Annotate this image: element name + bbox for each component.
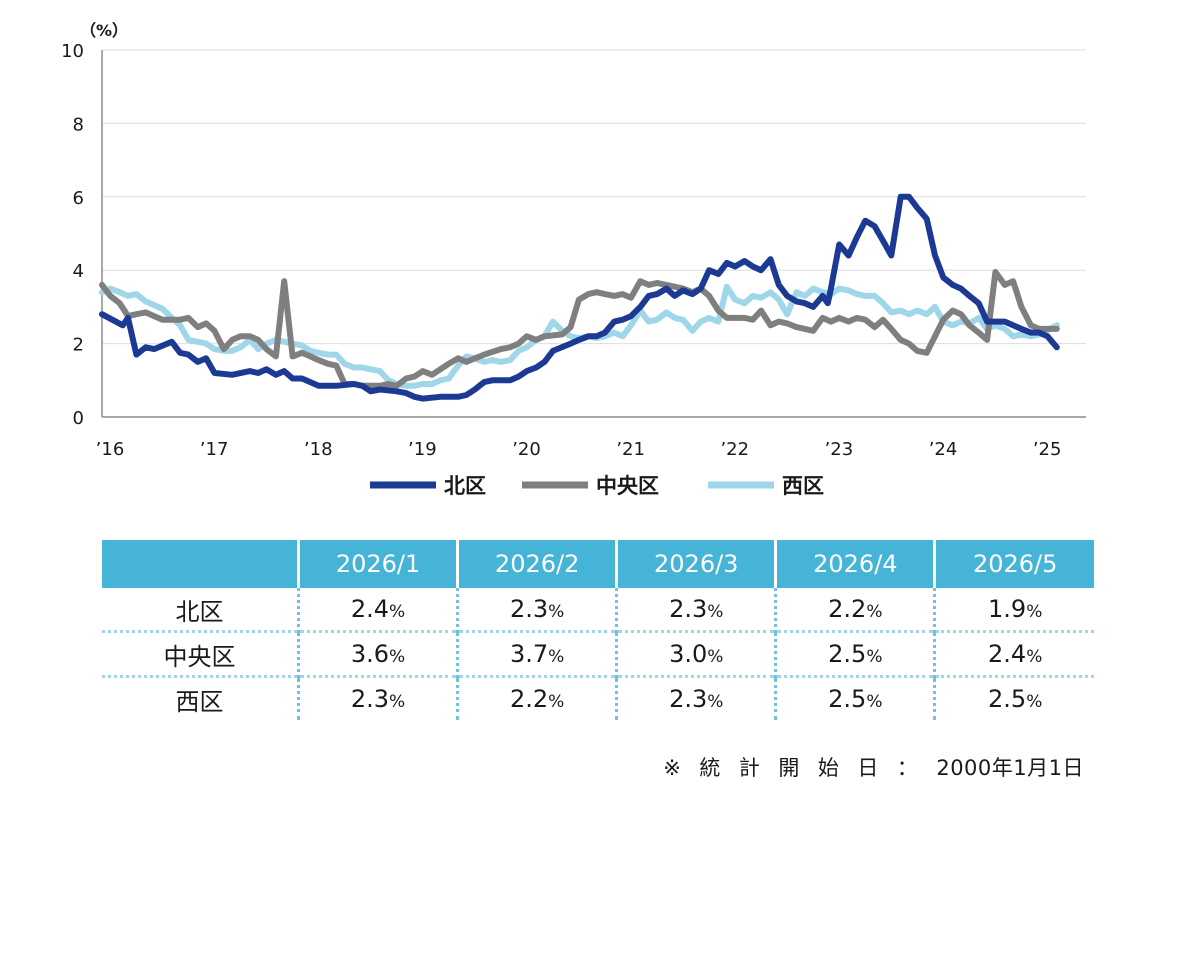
legend-label: 北区 — [444, 474, 486, 498]
percent-sign: % — [866, 692, 883, 712]
table-row: 中央区 3.6% 3.7% 3.0% 2.5% 2.4% — [102, 631, 1094, 677]
note-char: 日 — [857, 756, 879, 780]
x-tick-label: ’20 — [512, 439, 541, 460]
table-header-cell: 2026/4 — [774, 540, 935, 588]
series-lines — [99, 193, 1060, 402]
table-header-cell — [102, 540, 299, 588]
rate-cell: 2.5% — [774, 676, 935, 720]
note-char: 始 — [817, 756, 840, 780]
rate-value: 3.7 — [509, 640, 549, 668]
y-tick-label: 4 — [73, 261, 84, 282]
table-header-cell: 2026/2 — [456, 540, 617, 588]
note-char: ※ — [663, 756, 682, 780]
rate-cell: 2.3% — [615, 588, 776, 632]
rate-cell: 1.9% — [933, 588, 1094, 632]
rate-value: 1.9 — [988, 595, 1027, 623]
percent-sign: % — [389, 692, 406, 712]
rate-value: 2.4 — [350, 595, 390, 623]
rate-cell: 2.2% — [456, 676, 617, 720]
legend: 北区 中央区 西区 — [370, 474, 824, 498]
rate-cell: 2.3% — [456, 588, 617, 632]
rate-value: 2.3 — [669, 685, 708, 713]
y-tick-label: 6 — [73, 188, 84, 209]
table-row: 北区 2.4% 2.3% 2.3% 2.2% 1.9% — [102, 588, 1094, 632]
legend-label: 中央区 — [596, 474, 659, 498]
y-tick-label: 2 — [73, 335, 84, 356]
percent-sign: % — [1026, 692, 1043, 712]
rate-value: 2.5 — [988, 685, 1027, 713]
rate-cell: 2.4% — [933, 631, 1094, 677]
percent-sign: % — [866, 647, 883, 667]
table-row: 西区 2.3% 2.2% 2.3% 2.5% 2.5% — [102, 676, 1094, 720]
row-label: 北区 — [175, 597, 224, 626]
table-header-cell: 2026/3 — [615, 540, 776, 588]
rate-cell: 2.5% — [774, 631, 935, 677]
rate-cell: 2.2% — [774, 588, 935, 632]
rate-cell: 3.6% — [296, 631, 458, 677]
rate-cell: 2.4% — [296, 588, 458, 632]
percent-sign: % — [707, 647, 724, 667]
rate-cell: 2.3% — [615, 676, 776, 720]
x-tick-label: ’25 — [1033, 439, 1062, 460]
percent-sign: % — [1026, 602, 1043, 622]
x-tick-label: ’22 — [720, 439, 749, 460]
rate-value: 2.2 — [828, 595, 867, 623]
rate-value: 3.6 — [350, 640, 390, 668]
series-line-0 — [99, 193, 1060, 402]
percent-sign: % — [548, 602, 565, 622]
rate-value: 2.5 — [828, 640, 867, 668]
y-tick-label: 8 — [73, 114, 84, 135]
x-tick-label: ’19 — [408, 439, 437, 460]
rate-cell: 2.5% — [933, 676, 1094, 720]
table-header-row: 2026/1 2026/2 2026/3 2026/4 2026/5 — [102, 540, 1094, 588]
percent-sign: % — [707, 692, 724, 712]
rate-value: 2.2 — [509, 685, 549, 713]
grid-lines — [102, 49, 1086, 345]
y-tick-label: 10 — [61, 41, 84, 62]
rate-value: 3.0 — [669, 640, 708, 668]
rate-value: 2.3 — [509, 595, 549, 623]
rate-cell: 3.7% — [456, 631, 617, 677]
line-chart: 0 2 4 6 8 10 ’16 ’17 ’18 ’19 ’20 ’21 ’22 ’23 ’24 ’25 （… — [61, 21, 1086, 498]
statistics-start-note: ※ 統計開始日 ： 2000年1月1日 — [663, 752, 1084, 782]
percent-sign: % — [389, 647, 406, 667]
x-tick-label: ’24 — [929, 439, 958, 460]
x-axis: ’16 ’17 ’18 ’19 ’20 ’21 ’22 ’23 ’24 ’25 — [96, 416, 1086, 460]
x-tick-label: ’17 — [200, 439, 229, 460]
table-header-cell: 2026/5 — [933, 540, 1094, 588]
y-axis: 0 2 4 6 8 10 — [61, 41, 103, 429]
row-label: 西区 — [175, 687, 224, 716]
note-date: 2000年1月1日 — [936, 756, 1084, 780]
percent-sign: % — [548, 647, 565, 667]
x-tick-label: ’18 — [304, 439, 333, 460]
rate-value: 2.3 — [669, 595, 708, 623]
note-char: 統 — [699, 756, 721, 780]
y-tick-label: 0 — [73, 408, 84, 429]
table-header-cell: 2026/1 — [296, 540, 458, 588]
note-char: 計 — [738, 756, 761, 780]
percent-sign: % — [866, 602, 883, 622]
legend-label: 西区 — [782, 474, 824, 498]
note-char: ： — [896, 756, 919, 780]
rate-value: 2.3 — [350, 685, 390, 713]
rate-cell: 2.3% — [296, 676, 458, 720]
y-unit-label: （%） — [80, 21, 128, 40]
rates-table: 2026/1 2026/2 2026/3 2026/4 2026/5 北区 2.4… — [102, 540, 1094, 720]
rate-value: 2.5 — [828, 685, 867, 713]
note-char: 開 — [778, 756, 800, 780]
percent-sign: % — [389, 602, 406, 622]
rate-cell: 3.0% — [615, 631, 776, 677]
percent-sign: % — [548, 692, 565, 712]
row-label: 中央区 — [163, 642, 236, 671]
series-line-1 — [99, 269, 1060, 389]
percent-sign: % — [707, 602, 724, 622]
x-tick-label: ’21 — [616, 439, 645, 460]
rate-value: 2.4 — [988, 640, 1027, 668]
x-tick-label: ’16 — [96, 439, 125, 460]
x-tick-label: ’23 — [825, 439, 854, 460]
percent-sign: % — [1026, 647, 1043, 667]
